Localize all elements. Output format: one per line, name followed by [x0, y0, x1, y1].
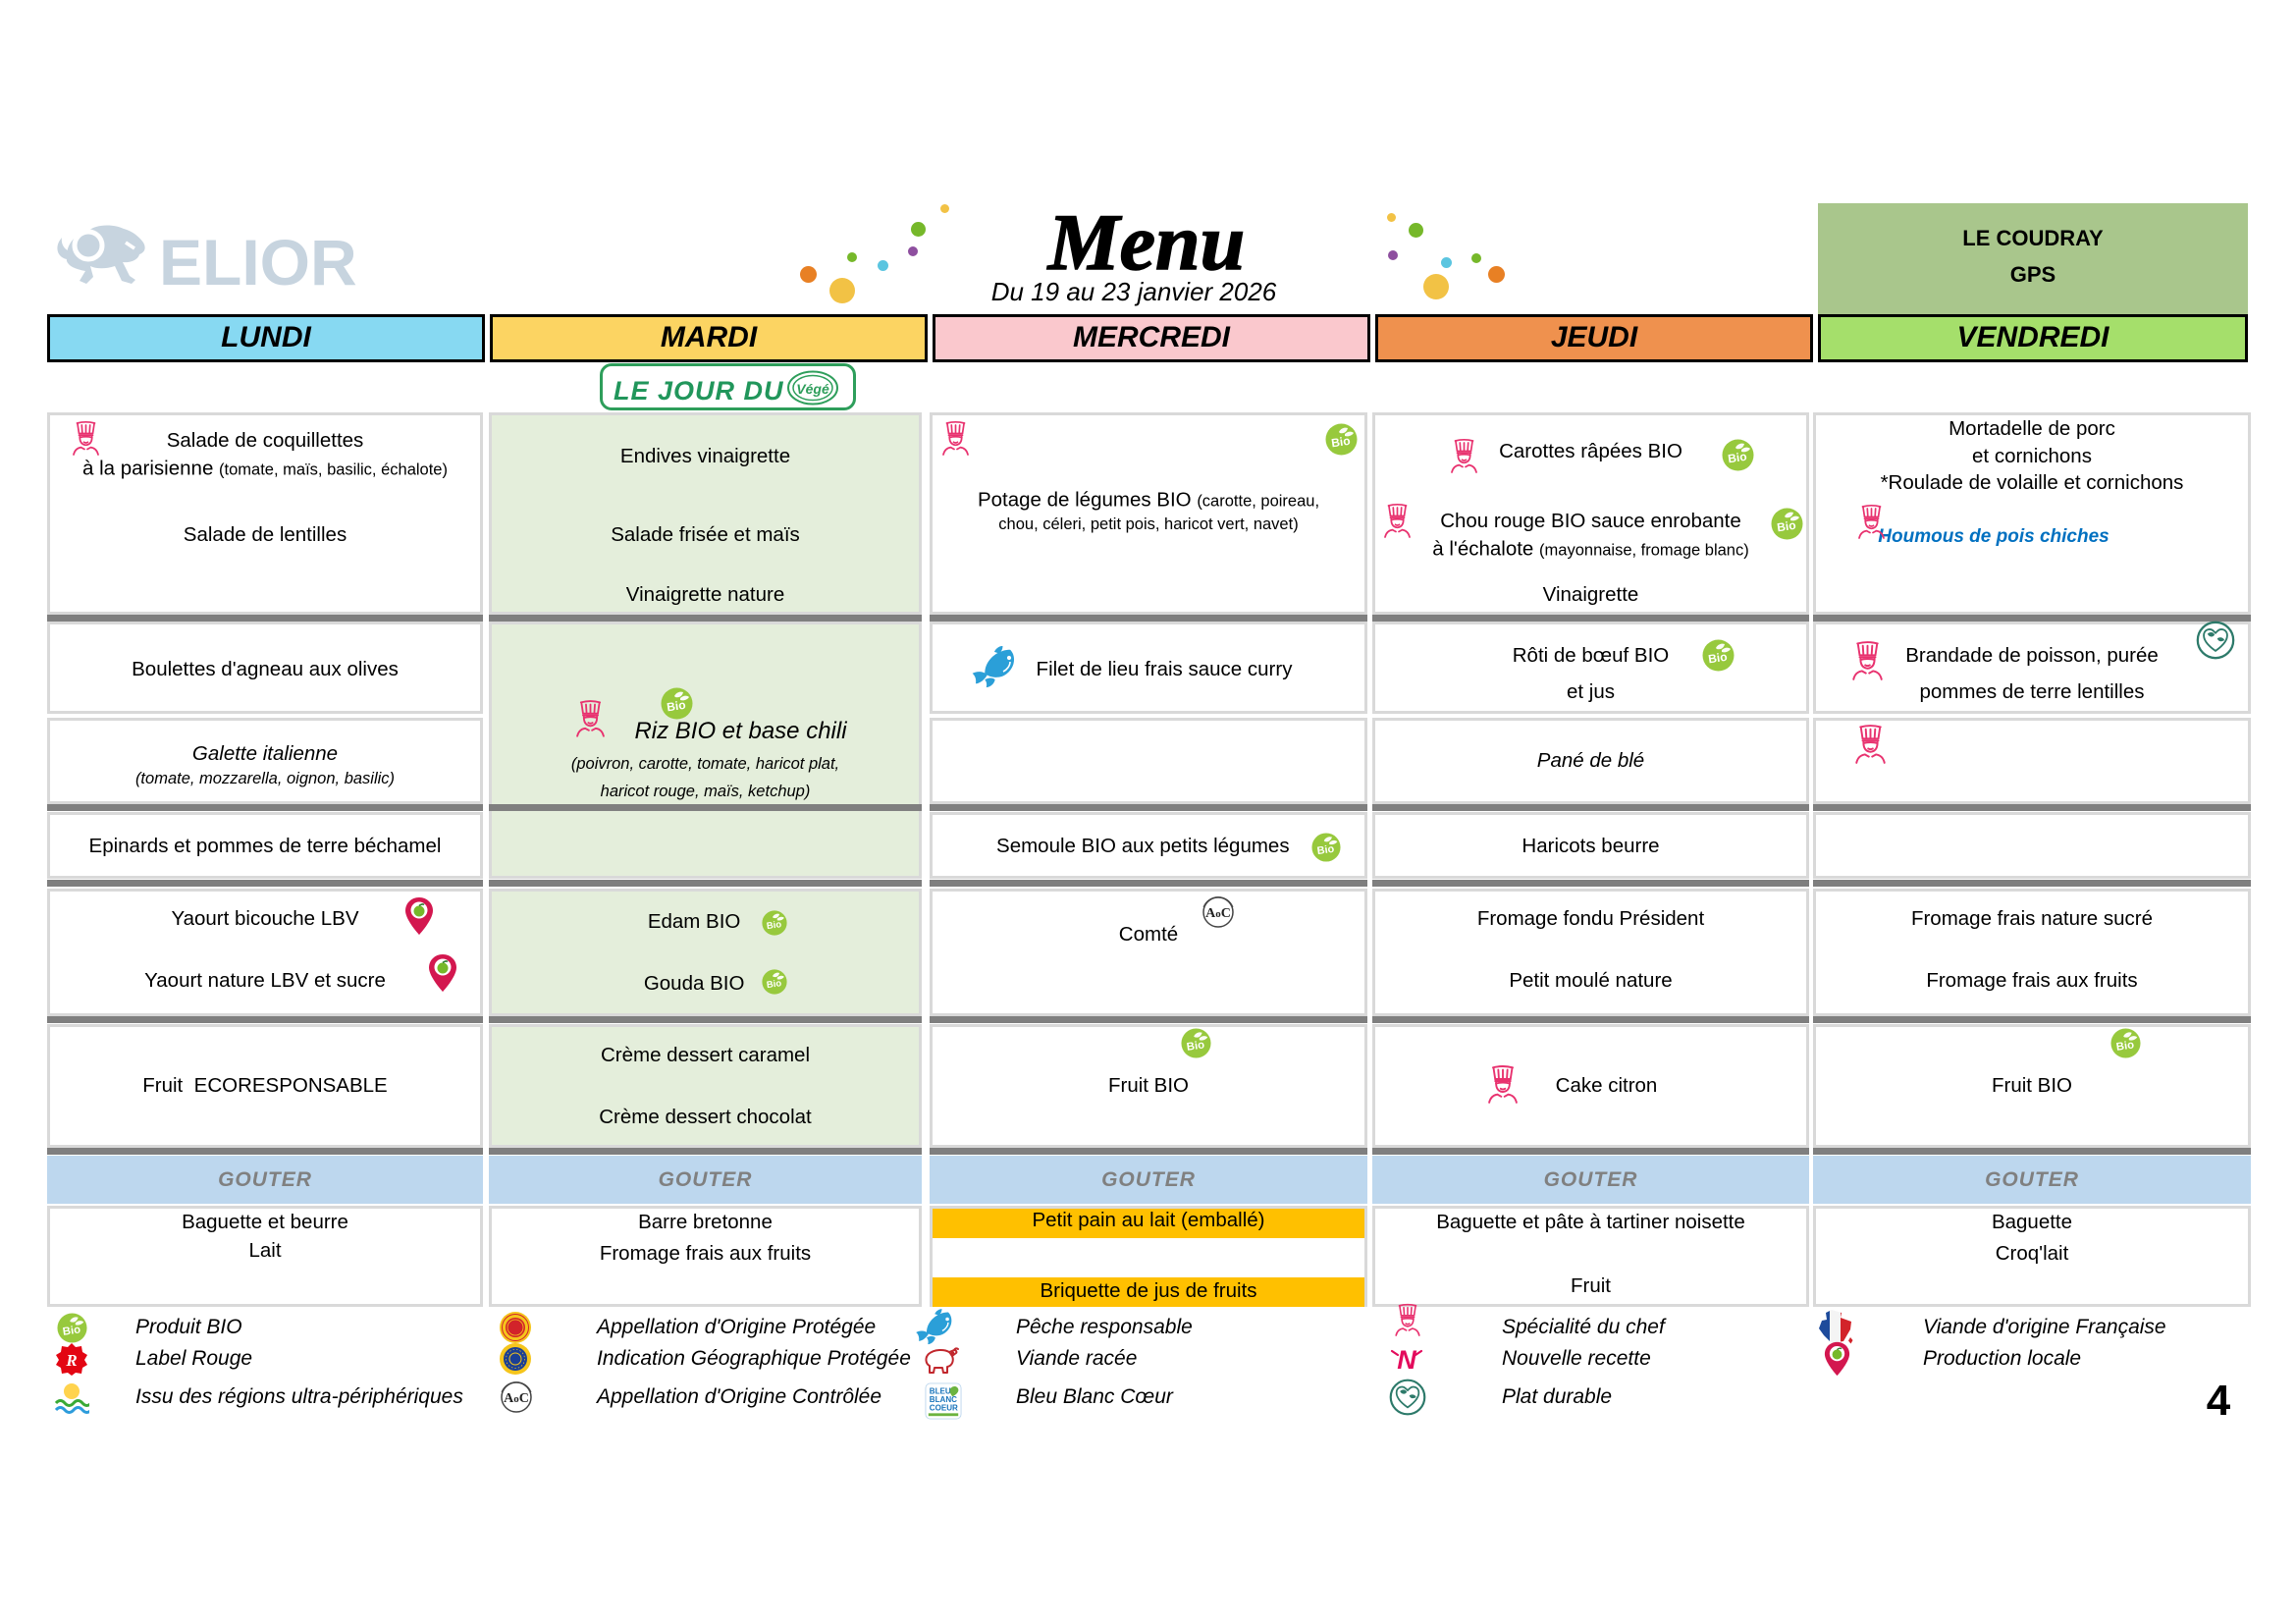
- svg-text:R: R: [65, 1351, 77, 1370]
- svg-text:Bio: Bio: [1316, 843, 1335, 857]
- svg-text:Bio: Bio: [1330, 434, 1351, 451]
- svg-text:BLEU: BLEU: [930, 1386, 951, 1395]
- svg-text:Bio: Bio: [62, 1324, 81, 1337]
- svg-text:Bio: Bio: [2115, 1039, 2135, 1053]
- svg-text:Bio: Bio: [766, 978, 782, 991]
- svg-text:Bio: Bio: [766, 919, 782, 932]
- svg-text:AoC: AoC: [1205, 906, 1231, 921]
- svg-text:ELIOR: ELIOR: [159, 226, 357, 293]
- svg-text:Bio: Bio: [1707, 650, 1728, 667]
- svg-text:Bio: Bio: [1776, 518, 1796, 535]
- svg-text:Bio: Bio: [666, 698, 686, 715]
- svg-text:COEUR: COEUR: [930, 1404, 958, 1413]
- svg-text:Bio: Bio: [1186, 1039, 1205, 1053]
- svg-text:Bio: Bio: [1727, 450, 1747, 466]
- svg-text:N: N: [1397, 1345, 1416, 1375]
- svg-text:BLANC: BLANC: [930, 1395, 957, 1404]
- svg-text:AoC: AoC: [504, 1391, 529, 1406]
- svg-text:Végé: Végé: [796, 381, 829, 397]
